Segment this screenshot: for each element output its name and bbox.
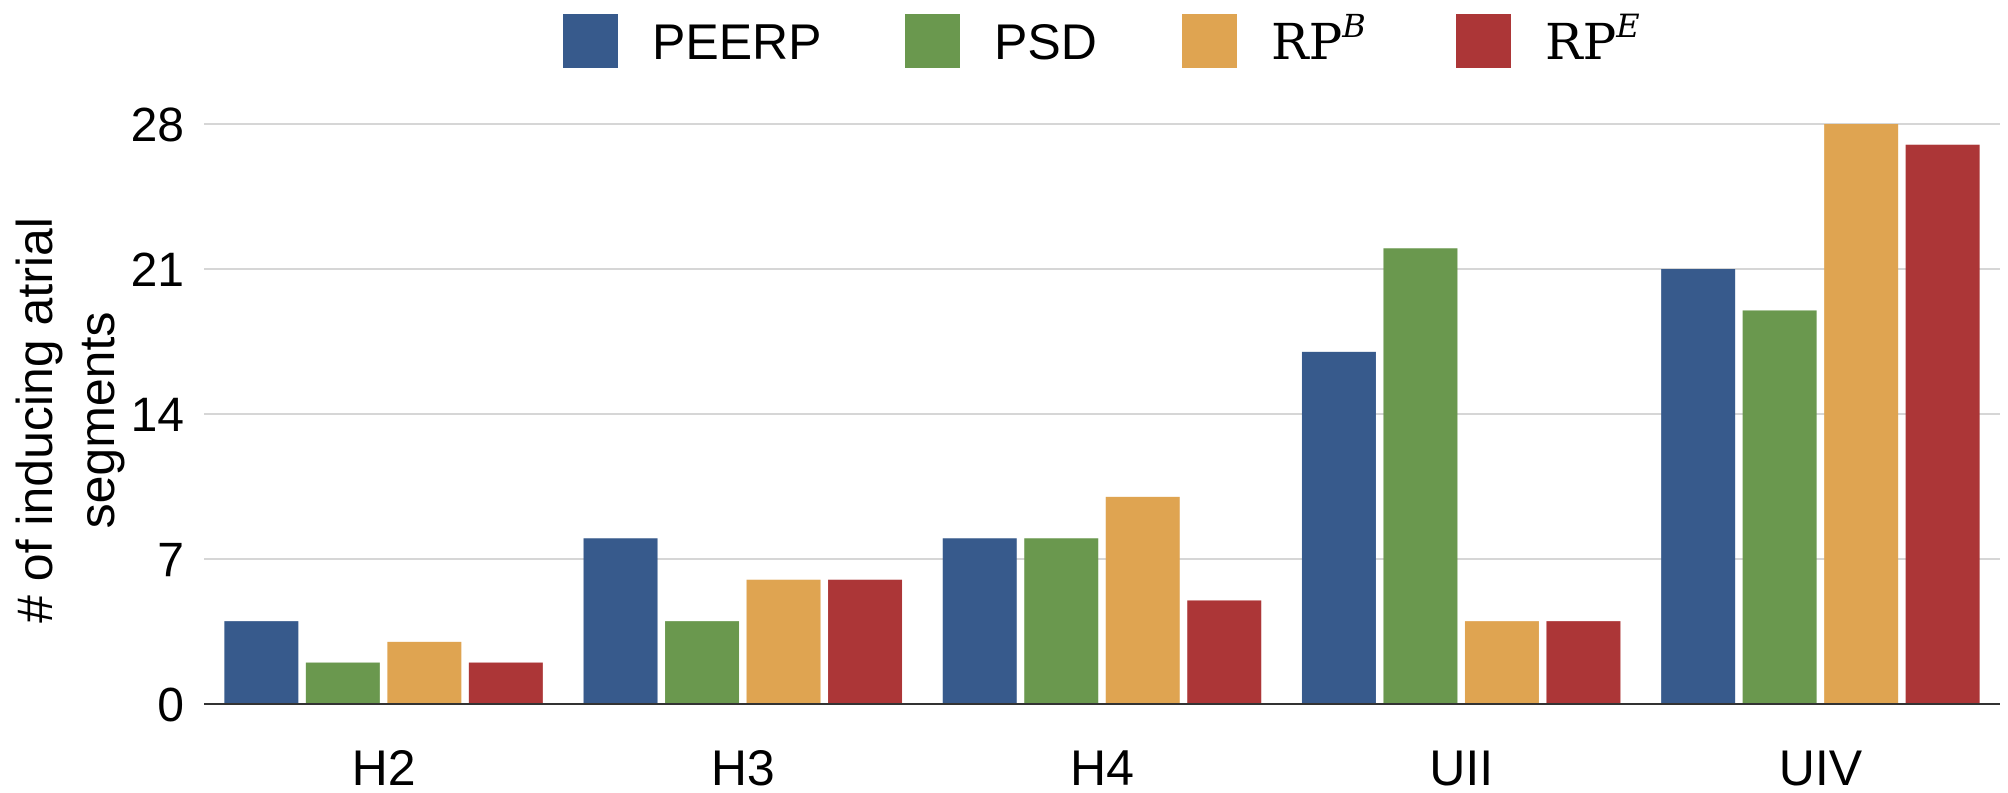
legend-swatch bbox=[1456, 14, 1511, 68]
bar-h4-rp-b bbox=[1105, 496, 1180, 704]
bar-h3-rp-b bbox=[746, 579, 821, 704]
x-category-label: UII bbox=[1429, 740, 1493, 793]
bar-h2-rp-b bbox=[387, 641, 462, 704]
y-axis-label: # of inducing atrial segments bbox=[7, 217, 125, 623]
y-tick-label: 7 bbox=[157, 534, 184, 587]
bar-h3-peerp bbox=[583, 538, 658, 704]
x-axis-category-labels: H2 H3 H4 UII UIV bbox=[352, 740, 1863, 793]
legend-label: PEERP bbox=[652, 14, 822, 70]
x-category-label: H2 bbox=[352, 740, 416, 793]
legend-swatch bbox=[1182, 14, 1237, 68]
y-tick-label: 21 bbox=[131, 244, 184, 297]
x-category-label: H4 bbox=[1070, 740, 1134, 793]
bar-h4-psd bbox=[1024, 538, 1099, 704]
legend-label: RPE bbox=[1545, 7, 1640, 71]
bar-uii-rp-b bbox=[1464, 621, 1539, 704]
bar-h4-rp-e bbox=[1187, 600, 1262, 704]
bar-uii-peerp bbox=[1301, 351, 1376, 704]
legend-item-psd: PSD bbox=[905, 14, 1097, 70]
legend-item-rp-e: RPE bbox=[1456, 7, 1640, 71]
legend-item-peerp: PEERP bbox=[563, 14, 822, 70]
legend-label: PSD bbox=[994, 14, 1097, 70]
bar-h2-rp-e bbox=[468, 662, 543, 704]
y-axis-tick-labels: 0 7 14 21 28 bbox=[131, 99, 184, 732]
bar-uiv-rp-e bbox=[1905, 144, 1980, 704]
x-category-label: H3 bbox=[711, 740, 775, 793]
bar-uii-rp-e bbox=[1546, 621, 1621, 704]
y-axis-label-line: # of inducing atrial bbox=[7, 217, 63, 623]
bar-h3-psd bbox=[665, 621, 740, 704]
legend-label: RPB bbox=[1271, 7, 1366, 71]
bar-uii-psd bbox=[1383, 248, 1458, 705]
y-tick-label: 0 bbox=[157, 679, 184, 732]
legend-item-rp-b: RPB bbox=[1182, 7, 1366, 71]
bar-uiv-rp-b bbox=[1824, 124, 1899, 704]
bar-h3-rp-e bbox=[828, 579, 903, 704]
bar-uiv-psd bbox=[1742, 310, 1817, 704]
y-tick-label: 28 bbox=[131, 99, 184, 152]
x-category-label: UIV bbox=[1779, 740, 1863, 793]
legend-swatch bbox=[905, 14, 960, 68]
y-tick-label: 14 bbox=[131, 389, 184, 442]
y-axis-label-line: segments bbox=[69, 312, 125, 529]
bars bbox=[224, 124, 1980, 705]
bar-h4-peerp bbox=[942, 538, 1017, 704]
legend-swatch bbox=[563, 14, 618, 68]
legend: PEERP PSD RPB RPE bbox=[563, 7, 1640, 71]
bar-h2-peerp bbox=[224, 621, 299, 704]
bar-h2-psd bbox=[305, 662, 380, 704]
bar-uiv-peerp bbox=[1661, 269, 1736, 704]
